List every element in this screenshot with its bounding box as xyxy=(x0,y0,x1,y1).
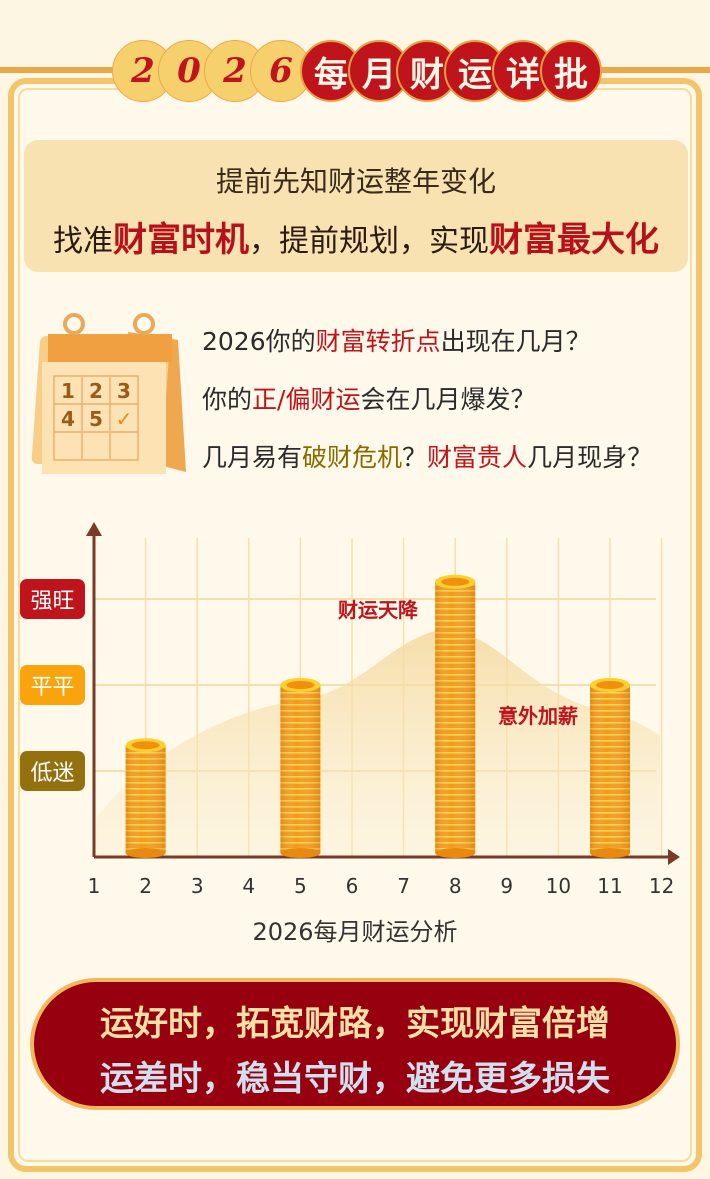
calendar-cell: 5 xyxy=(89,407,103,431)
question-item: 2026你的财富转折点出现在几月？ xyxy=(202,322,702,380)
coin-stack-shade xyxy=(280,685,321,853)
title-year-digit: 0 xyxy=(158,40,220,102)
banner-line-2: 运差时，稳当守财，避免更多损失 xyxy=(100,1059,610,1099)
y-axis-arrow xyxy=(86,522,102,536)
calendar-icon: 1 2 3 4 5 ✓ xyxy=(28,312,188,478)
banner-line-1: 运好时，拓宽财路，实现财富倍增 xyxy=(100,1004,610,1044)
coin-stack-bar-month-11 xyxy=(590,678,630,858)
x-tick-label: 7 xyxy=(397,874,410,898)
x-tick-label: 4 xyxy=(242,874,255,898)
chart-annotation: 意外加薪 xyxy=(498,704,578,728)
calendar-cell: 3 xyxy=(117,379,131,403)
x-tick-label: 8 xyxy=(449,874,462,898)
calendar-cell: 4 xyxy=(61,407,75,431)
calendar-cell: 1 xyxy=(61,379,75,403)
x-axis-arrow xyxy=(668,849,680,865)
intro-highlight: 财富时机 xyxy=(113,220,249,260)
coin-stack-shade xyxy=(435,581,476,853)
fortune-chart: 1 2 3 4 5 6 7 8 9 10 11 12 财运天降 意外加薪 xyxy=(0,520,710,940)
calendar-cell: ✓ xyxy=(116,407,133,431)
coin-stack-bottom xyxy=(590,848,630,858)
coin-stack-bottom xyxy=(125,848,166,858)
title-char: 批 xyxy=(540,40,602,102)
intro-line-2: 找准财富时机，提前规划，实现财富最大化 xyxy=(24,212,688,261)
coin-top-inner xyxy=(131,741,160,750)
coin-stack-bottom xyxy=(435,848,476,858)
question-segment: ？ xyxy=(402,443,428,472)
intro-highlight: 财富最大化 xyxy=(489,220,659,260)
summary-banner: 运好时，拓宽财路，实现财富倍增 运差时，稳当守财，避免更多损失 xyxy=(30,978,680,1110)
question-list: 2026你的财富转折点出现在几月？ 你的正/偏财运会在几月爆发？ 几月易有破财危机？… xyxy=(202,322,702,496)
question-segment: 你的 xyxy=(202,385,253,414)
coin-stack-bottom xyxy=(280,848,321,858)
background-mountain xyxy=(94,630,660,857)
coin-top-inner xyxy=(286,681,315,689)
question-item: 几月易有破财危机？财富贵人几月现身？ xyxy=(202,438,702,496)
coin-top-inner xyxy=(596,681,624,689)
x-tick-label: 12 xyxy=(649,874,674,898)
coin-stack-shade xyxy=(590,685,630,853)
question-segment: 财富贵人 xyxy=(427,443,528,472)
question-segment: 几月现身？ xyxy=(527,443,653,472)
x-tick-label: 11 xyxy=(597,874,622,898)
coin-stack-bar-month-8 xyxy=(435,574,476,858)
question-segment: 出现在几月？ xyxy=(440,327,591,356)
question-segment: 破财危机 xyxy=(302,443,403,472)
y-level-label: 平平 xyxy=(20,665,85,705)
x-tick-label: 5 xyxy=(294,874,307,898)
intro-text: 找准 xyxy=(53,224,113,259)
question-segment: 2026你的 xyxy=(202,327,316,356)
question-item: 你的正/偏财运会在几月爆发？ xyxy=(202,380,702,438)
coin-stack-bar-month-2 xyxy=(125,738,166,858)
y-level-label: 低迷 xyxy=(20,751,85,791)
x-tick-label: 2 xyxy=(139,874,152,898)
question-segment: 财富转折点 xyxy=(315,327,441,356)
question-segment: 正/偏财运 xyxy=(252,385,361,414)
coin-top-inner xyxy=(441,577,470,586)
chart-annotation: 财运天降 xyxy=(338,598,419,622)
x-tick-label: 6 xyxy=(346,874,359,898)
intro-line-1: 提前先知财运整年变化 xyxy=(215,165,496,198)
question-segment: 会在几月爆发？ xyxy=(360,385,536,414)
calendar-cell: 2 xyxy=(89,379,103,403)
chart-x-axis-label: 2026每月财运分析 xyxy=(252,918,458,946)
x-tick-label: 3 xyxy=(191,874,204,898)
x-tick-label: 10 xyxy=(546,874,571,898)
coin-stack-bar-month-5 xyxy=(280,678,321,858)
x-tick-label: 9 xyxy=(500,874,513,898)
question-segment: 几月易有 xyxy=(202,443,303,472)
coin-stack-shade xyxy=(125,745,166,853)
title-char: 财 xyxy=(396,40,458,102)
intro-box: 提前先知财运整年变化 找准财富时机，提前规划，实现财富最大化 xyxy=(24,140,688,272)
intro-text: ，提前规划，实现 xyxy=(249,224,489,259)
y-level-label: 强旺 xyxy=(20,579,85,619)
x-tick-label: 1 xyxy=(88,874,101,898)
